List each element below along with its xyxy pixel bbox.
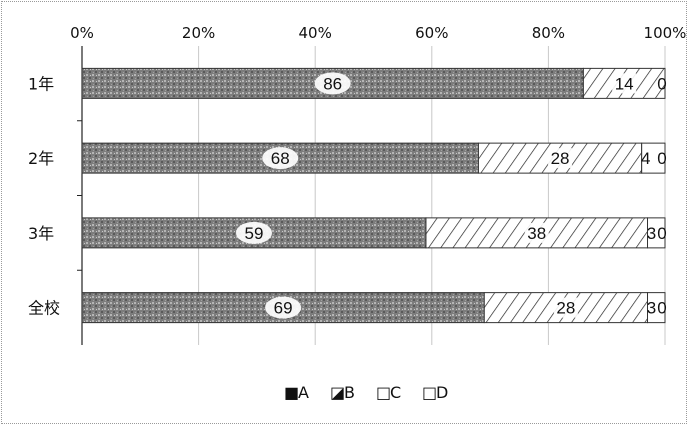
data-label: 3	[647, 299, 656, 318]
category-label: 2年	[28, 149, 54, 168]
data-label-bg	[235, 221, 272, 244]
data-label: 4	[641, 149, 650, 168]
data-label: 0	[657, 224, 666, 243]
data-label-bg	[314, 72, 351, 95]
data-label-bg	[524, 222, 549, 243]
data-label-bg	[262, 147, 299, 170]
legend-label: A	[298, 383, 309, 402]
legend-symbol: □	[422, 383, 437, 402]
x-tick-label: 20%	[182, 24, 215, 42]
legend-label: B	[344, 383, 355, 402]
data-label: 0	[657, 299, 666, 318]
data-label: 0	[657, 149, 666, 168]
bar-segment-C	[647, 292, 666, 324]
data-label: 28	[551, 149, 570, 168]
data-label-bg	[553, 297, 578, 318]
data-label: 0	[657, 74, 666, 93]
bar-segment-C	[641, 142, 666, 174]
x-tick-label: 100%	[644, 24, 687, 42]
x-tick-label: 40%	[299, 24, 332, 42]
bar-segment-C	[647, 217, 666, 249]
data-label: 3	[647, 224, 656, 243]
x-tick-label: 60%	[415, 24, 448, 42]
legend-label: D	[436, 383, 448, 402]
legend-symbol: ◪	[330, 383, 345, 402]
legend-symbol: ■	[284, 383, 299, 402]
data-label: 86	[323, 74, 342, 93]
legend-label: C	[390, 383, 401, 402]
data-label-bg	[265, 296, 302, 319]
x-tick-label: 0%	[70, 24, 94, 42]
legend-symbol: □	[376, 383, 391, 402]
category-label: 3年	[28, 224, 54, 243]
data-label: 38	[527, 224, 546, 243]
data-label: 68	[271, 149, 290, 168]
data-label: 69	[274, 299, 293, 318]
category-label: 1年	[28, 74, 54, 93]
data-label-bg	[548, 148, 573, 169]
data-label: 59	[245, 224, 264, 243]
data-label: 14	[615, 74, 634, 93]
x-tick-label: 80%	[532, 24, 565, 42]
category-label: 全校	[28, 299, 60, 318]
data-label-bg	[612, 73, 637, 94]
data-label: 28	[556, 299, 575, 318]
